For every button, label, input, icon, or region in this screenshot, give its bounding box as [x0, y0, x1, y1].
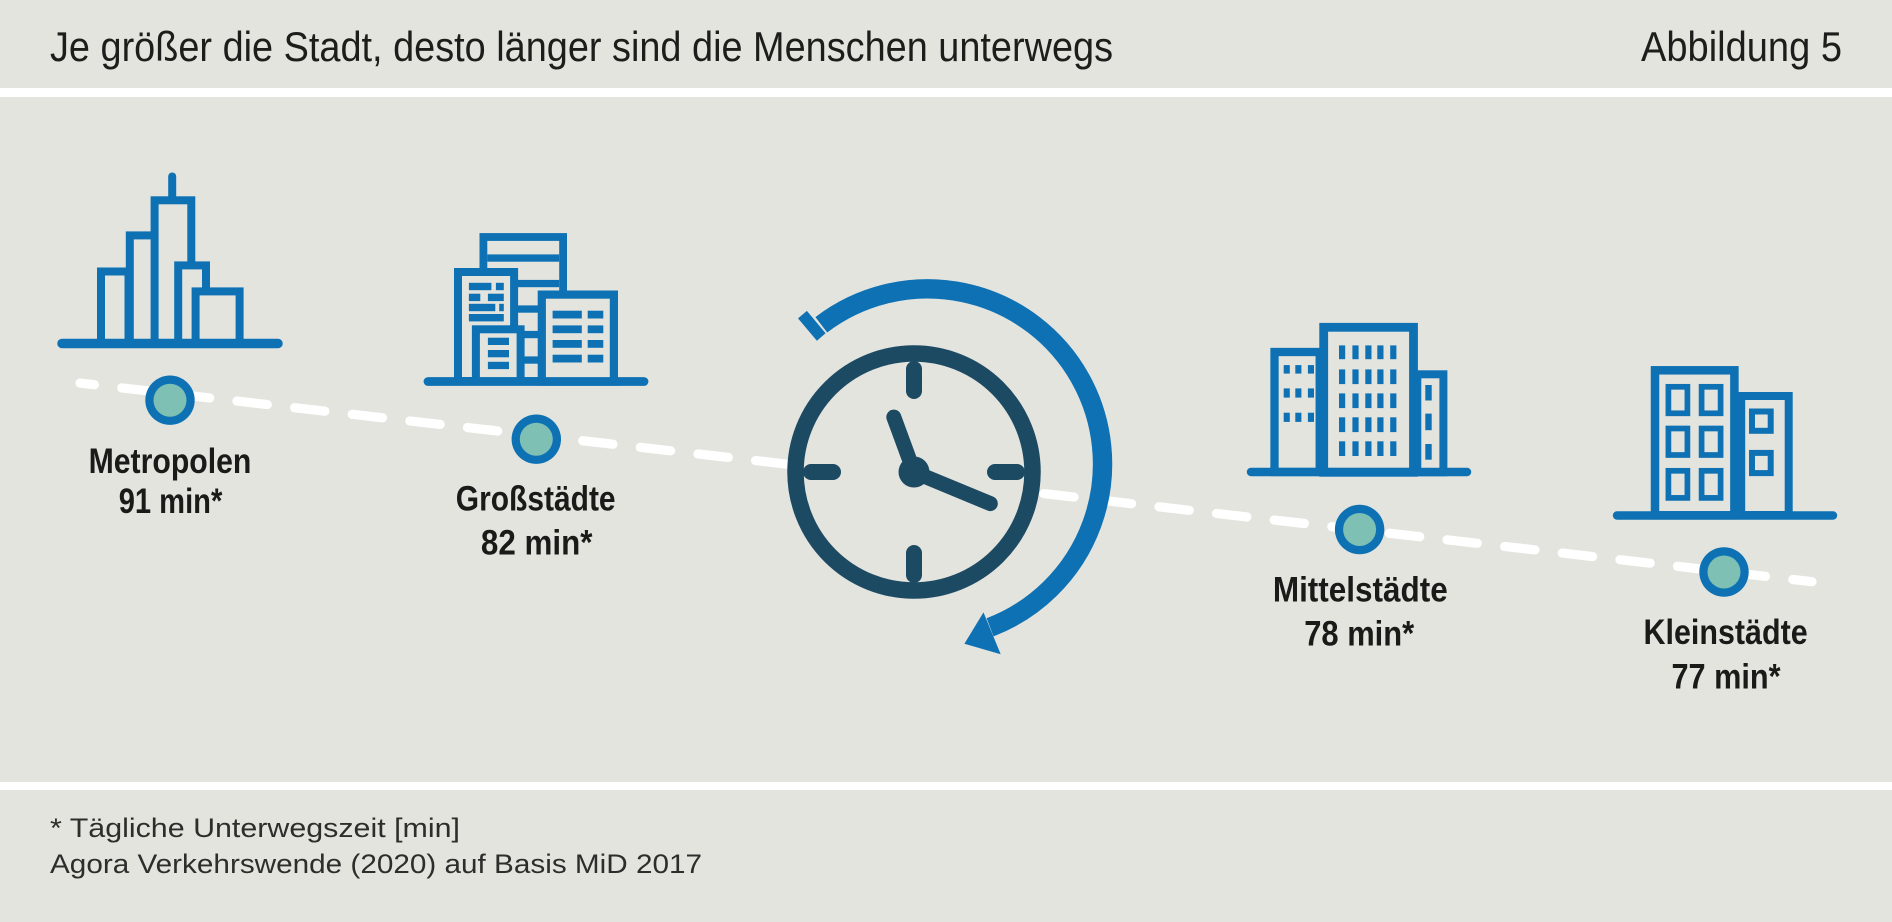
svg-text:Kleinstädte: Kleinstädte — [1644, 613, 1808, 652]
svg-text:Großstädte: Großstädte — [456, 479, 616, 518]
svg-text:Je größer die Stadt, desto län: Je größer die Stadt, desto länger sind d… — [50, 23, 1113, 70]
svg-text:Mittelstädte: Mittelstädte — [1273, 570, 1448, 609]
svg-text:91 min*: 91 min* — [119, 482, 223, 521]
svg-text:* Tägliche Unterwegszeit [min]: * Tägliche Unterwegszeit [min] — [50, 813, 460, 843]
svg-text:77 min*: 77 min* — [1671, 658, 1780, 697]
svg-text:Metropolen: Metropolen — [89, 442, 252, 481]
svg-text:78 min*: 78 min* — [1304, 615, 1414, 654]
svg-text:82 min*: 82 min* — [481, 524, 593, 563]
svg-text:Agora Verkehrswende (2020) auf: Agora Verkehrswende (2020) auf Basis MiD… — [50, 849, 702, 879]
svg-text:Abbildung 5: Abbildung 5 — [1641, 23, 1842, 70]
